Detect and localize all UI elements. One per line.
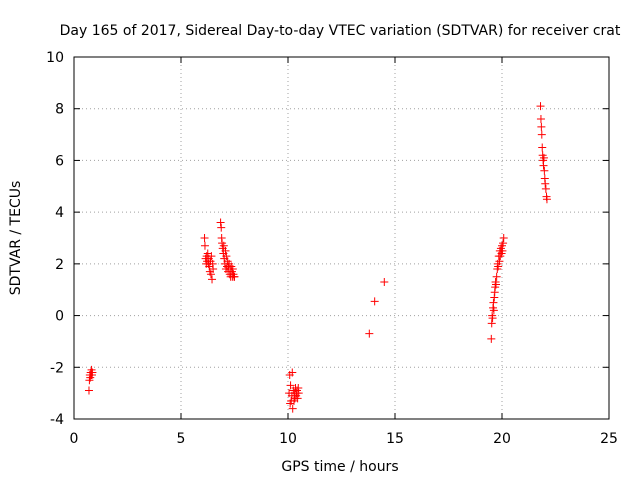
data-point [536, 115, 545, 124]
data-point [492, 272, 501, 281]
data-point [207, 252, 216, 261]
data-point [539, 161, 548, 170]
data-point [537, 130, 546, 139]
data-point [228, 265, 237, 274]
data-point [489, 306, 498, 315]
data-point [200, 234, 209, 242]
data-point [365, 329, 374, 338]
grid-lines [74, 57, 609, 419]
data-point [380, 277, 389, 286]
data-point [538, 143, 547, 152]
data-point [221, 246, 230, 255]
data-point [288, 368, 297, 377]
y-axis-label: SDTVAR / TECUs [8, 181, 24, 296]
y-tick-label: 10 [46, 50, 64, 66]
data-point [495, 257, 504, 266]
data-point [487, 319, 496, 328]
data-point [206, 270, 215, 279]
data-point [88, 368, 97, 377]
data-point [219, 241, 228, 250]
data-point [489, 298, 498, 307]
data-point [286, 381, 295, 390]
data-point [498, 246, 507, 255]
data-point [542, 195, 551, 204]
data-point [499, 234, 508, 242]
data-point [208, 275, 217, 284]
data-point [216, 218, 225, 227]
data-point [230, 272, 239, 281]
data-point [492, 280, 501, 289]
y-tick-label: 0 [55, 309, 64, 325]
data-point [536, 102, 545, 111]
axis-ticks: 0 5 10 15 20 25 -4 -2 0 2 4 6 8 10 [46, 50, 618, 447]
data-point [541, 184, 550, 193]
plot-frame [73, 56, 610, 420]
data-point [488, 314, 497, 323]
data-point [370, 297, 379, 306]
x-tick-label: 25 [600, 431, 618, 447]
data-point [541, 179, 550, 188]
x-tick-label: 0 [70, 431, 79, 447]
data-point [288, 404, 297, 413]
y-tick-label: 6 [55, 153, 64, 169]
data-point [217, 223, 226, 232]
data-point [537, 122, 546, 131]
x-tick-label: 15 [386, 431, 404, 447]
y-tick-label: -2 [50, 360, 64, 376]
data-point [487, 334, 496, 343]
x-tick-label: 20 [493, 431, 511, 447]
data-point [84, 386, 93, 395]
y-tick-label: 8 [55, 102, 64, 118]
x-tick-label: 10 [279, 431, 297, 447]
x-tick-label: 5 [177, 431, 186, 447]
y-tick-label: -4 [50, 412, 64, 428]
data-point [293, 394, 302, 403]
data-point [209, 265, 218, 274]
data-point [540, 166, 549, 175]
data-point [222, 252, 231, 261]
data-point [539, 153, 548, 162]
x-axis-label: GPS time / hours [281, 459, 398, 475]
data-point [494, 262, 503, 271]
y-tick-label: 2 [55, 257, 64, 273]
y-tick-label: 4 [55, 205, 64, 221]
data-point [294, 389, 303, 398]
data-points [84, 102, 551, 413]
data-point [200, 241, 209, 250]
data-point [499, 239, 508, 248]
chart-title: Day 165 of 2017, Sidereal Day-to-day VTE… [60, 23, 621, 39]
